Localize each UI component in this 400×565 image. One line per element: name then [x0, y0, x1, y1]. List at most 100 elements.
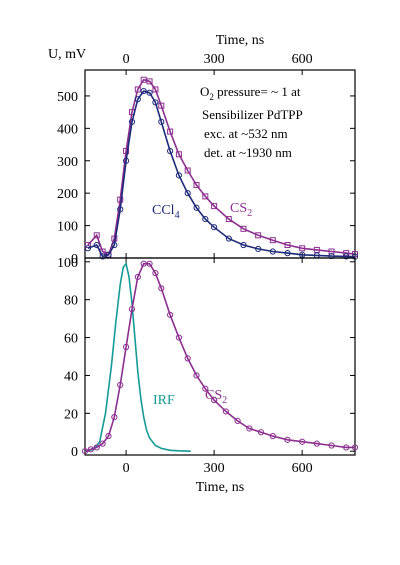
- data-point-cs2: [269, 432, 276, 440]
- data-point-cs2: [93, 232, 100, 239]
- data-point-cs2: [225, 216, 232, 223]
- y-tick-label: 500: [57, 90, 78, 105]
- data-point-cs2: [202, 193, 209, 200]
- annotation-line-4: det. at ~1930 nm: [204, 145, 292, 160]
- data-point-cs2: [152, 270, 159, 277]
- data-point-ccl4: [117, 206, 124, 213]
- data-point-ccl4: [140, 87, 147, 95]
- data-point-ccl4: [211, 224, 218, 231]
- data-point-ccl4: [240, 241, 247, 249]
- bottom-series-group: [81, 260, 359, 455]
- bottom-panel: 0 20 40 60 80 100 0 300 600 IRF CS2: [57, 256, 359, 476]
- series-label-ccl4: CCl4: [152, 203, 180, 221]
- data-point-cs2: [140, 260, 147, 267]
- data-point-cs2: [93, 444, 100, 451]
- data-point-ccl4: [299, 251, 306, 258]
- y-tick-label: 300: [57, 155, 78, 170]
- data-point-ccl4: [225, 235, 232, 242]
- data-point-cs2: [140, 76, 147, 83]
- data-point-cs2: [117, 196, 124, 203]
- data-point-cs2: [328, 442, 335, 449]
- x-tick-label-top: 300: [204, 52, 225, 67]
- data-point-cs2: [167, 311, 174, 318]
- data-point-cs2: [99, 440, 106, 447]
- data-point-cs2: [313, 440, 320, 447]
- data-point-cs2: [111, 414, 118, 421]
- data-point-cs2: [269, 237, 276, 244]
- data-point-cs2: [175, 334, 183, 341]
- data-point-cs2: [158, 102, 165, 109]
- bottom-axis-ticks: 0 20 40 60 80 100 0 300 600: [57, 256, 355, 476]
- series-label-irf: IRF: [153, 393, 175, 408]
- top-panel: 0 100 200 300 400 500 0 300 600 O2 pressure= ~ 1…: [57, 52, 359, 267]
- data-point-cs2: [167, 128, 174, 135]
- data-point-cs2: [328, 248, 335, 255]
- x-tick-label: 300: [204, 461, 225, 476]
- data-point-ccl4: [193, 204, 200, 211]
- top-y-axis-title: U, mV: [48, 47, 86, 62]
- y-tick-label: 80: [64, 294, 78, 309]
- y-tick-label: 20: [64, 407, 78, 422]
- data-point-cs2: [351, 444, 359, 451]
- y-tick-label: 0: [71, 445, 78, 460]
- data-point-ccl4: [128, 118, 136, 125]
- data-point-cs2: [128, 306, 136, 313]
- data-point-cs2: [240, 225, 247, 232]
- data-point-ccl4: [122, 157, 130, 164]
- series-line-cs2: [87, 78, 356, 256]
- data-point-cs2: [284, 242, 291, 249]
- y-tick-label: 400: [57, 122, 78, 137]
- annotation-line-2: Sensibilizer PdTPP: [202, 107, 303, 122]
- data-point-cs2: [134, 86, 141, 93]
- data-point-cs2: [299, 245, 306, 252]
- y-tick-label: 100: [57, 220, 78, 235]
- data-point-ccl4: [152, 99, 159, 106]
- data-point-cs2: [211, 396, 218, 404]
- data-point-ccl4: [93, 241, 100, 249]
- series-label-cs2-bottom: CS2: [205, 388, 227, 406]
- data-point-cs2: [175, 151, 182, 158]
- data-point-ccl4: [328, 252, 335, 260]
- data-point-ccl4: [84, 245, 92, 252]
- series-label-cs2-top: CS2: [230, 201, 252, 219]
- data-point-ccl4: [158, 118, 165, 125]
- data-point-ccl4: [99, 253, 106, 260]
- bottom-plot-frame: [84, 257, 356, 456]
- data-point-ccl4: [184, 190, 191, 197]
- data-point-cs2: [105, 432, 112, 440]
- series-line-irf: [84, 261, 191, 452]
- data-point-ccl4: [284, 250, 291, 257]
- data-point-ccl4: [167, 147, 174, 155]
- top-axis-ticks: 0 100 200 300 400 500 0 300 600: [57, 52, 355, 267]
- data-point-cs2: [81, 448, 89, 455]
- data-point-cs2: [117, 381, 124, 389]
- y-tick-label: 0: [71, 252, 78, 267]
- data-point-cs2: [234, 417, 241, 425]
- y-tick-label: 100: [57, 256, 78, 271]
- data-point-cs2: [343, 444, 350, 451]
- bottom-x-axis-title: Time, ns: [196, 480, 245, 495]
- data-point-cs2: [134, 273, 141, 281]
- data-point-ccl4: [134, 96, 141, 103]
- data-point-cs2: [146, 78, 153, 85]
- x-tick-label-top: 0: [123, 52, 130, 67]
- data-point-cs2: [146, 260, 153, 267]
- annotation-line-1: O2 pressure= ~ 1 at: [200, 84, 301, 102]
- data-point-cs2: [255, 232, 262, 239]
- data-point-ccl4: [146, 89, 153, 96]
- data-point-cs2: [122, 343, 130, 351]
- x-tick-label: 0: [123, 461, 130, 476]
- data-point-cs2: [87, 446, 94, 453]
- data-point-cs2: [284, 436, 291, 443]
- data-point-cs2: [257, 429, 265, 436]
- y-tick-label: 40: [64, 369, 78, 384]
- data-point-cs2: [158, 285, 165, 292]
- data-point-ccl4: [202, 216, 209, 223]
- top-annotation: O2 pressure= ~ 1 at Sensibilizer PdTPP e…: [200, 84, 303, 160]
- data-point-cs2: [184, 355, 191, 362]
- data-point-ccl4: [343, 253, 350, 260]
- data-point-cs2: [193, 182, 200, 189]
- top-series-group: [84, 76, 359, 260]
- data-point-cs2: [193, 372, 200, 379]
